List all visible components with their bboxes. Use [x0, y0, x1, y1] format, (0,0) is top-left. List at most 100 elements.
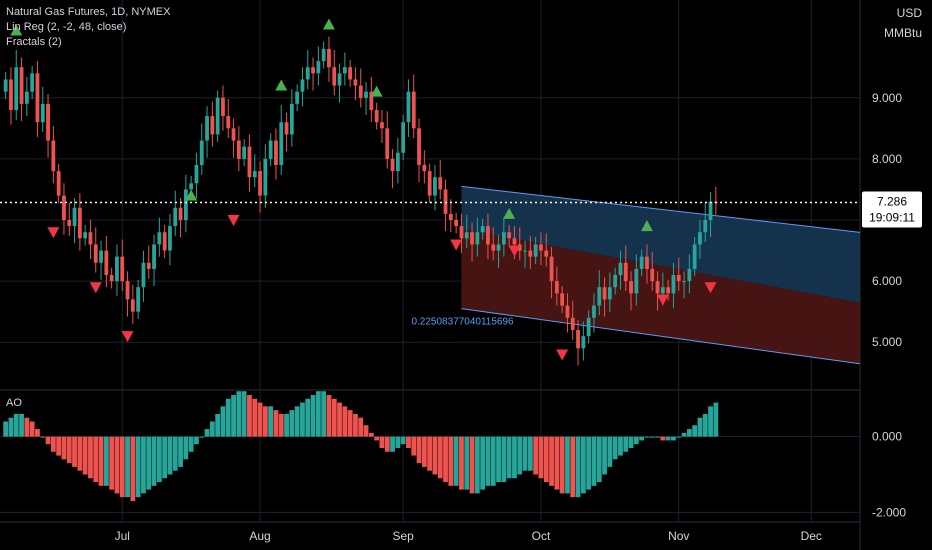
candle-body [205, 116, 209, 141]
ao-bar [315, 391, 321, 437]
fractal-up-marker [185, 189, 198, 201]
ao-bar [575, 436, 581, 498]
candle-body [650, 268, 655, 282]
candle-body [115, 256, 119, 282]
linreg-legend[interactable]: Lin Reg (2, -2, 48, close) [6, 21, 127, 33]
ao-bar [103, 436, 109, 486]
candle-body [618, 262, 623, 275]
fractal-down-marker [227, 215, 240, 226]
candle-body [24, 91, 29, 104]
fractals-legend[interactable]: Fractals (2) [6, 36, 62, 48]
ao-bar [358, 417, 364, 437]
candle-body [210, 116, 215, 135]
candle-body [236, 140, 241, 159]
ao-bar [527, 436, 533, 471]
upper-channel-band [461, 186, 860, 303]
candle-body [369, 91, 374, 110]
ao-bar [331, 398, 337, 437]
time-tick-label: Oct [532, 529, 551, 543]
ao-bar [35, 429, 40, 437]
price-tick-label: 5.000 [872, 335, 902, 349]
fractal-up-marker [322, 18, 335, 30]
candle-body [242, 146, 247, 159]
ao-bar [294, 406, 300, 437]
axes: JulAugSepOctNovDec9.0008.0007.0006.0005.… [115, 91, 922, 543]
candle-body [67, 220, 72, 227]
ao-bar [602, 436, 607, 475]
ao-bar [146, 436, 152, 490]
ao-bar [368, 432, 374, 437]
candle-body [162, 232, 167, 251]
ao-bar [676, 436, 682, 438]
candle-body [99, 250, 103, 263]
candle-body [682, 281, 686, 283]
ao-bar [384, 436, 390, 452]
candle-body [544, 250, 549, 257]
ao-bar [72, 436, 77, 467]
ao-bar [310, 395, 316, 437]
ao-bar [183, 436, 189, 460]
ao-bar [66, 436, 72, 464]
candle-body [676, 275, 681, 282]
ao-bar [353, 413, 358, 437]
fractal-down-marker [656, 294, 669, 306]
ao-bar [586, 436, 592, 490]
ao-bar [591, 436, 597, 486]
ao-bar [379, 436, 385, 448]
candle-body [342, 67, 347, 74]
ao-tick-label: -2.000 [872, 505, 906, 519]
candle-body [443, 189, 448, 214]
ao-bar [702, 413, 708, 437]
ao-bar [543, 436, 549, 483]
ao-legend[interactable]: AO [6, 397, 22, 409]
ao-bar [406, 436, 411, 448]
ao-bar [633, 436, 639, 445]
ao-bar [469, 436, 475, 494]
candle-body [93, 244, 98, 263]
ao-histogram [3, 391, 719, 501]
ao-bar [93, 436, 99, 483]
candle-body [332, 67, 337, 86]
candle-body [40, 103, 45, 123]
candle-body [581, 336, 586, 349]
fractal-down-marker [704, 282, 717, 294]
candle-body [327, 48, 331, 68]
ao-bar [522, 436, 528, 471]
candle-body [247, 146, 252, 178]
ao-bar [660, 436, 666, 441]
candle-body [385, 128, 390, 159]
time-tick-label: Dec [801, 529, 822, 543]
candle-body [35, 73, 40, 123]
ao-bar [686, 429, 692, 437]
candle-body [77, 207, 82, 239]
ao-bar [284, 413, 289, 437]
candle-body [305, 67, 310, 80]
ao-bar [416, 436, 422, 464]
ao-bar [421, 436, 427, 467]
candle-body [19, 67, 24, 104]
candle-body [523, 250, 527, 252]
ao-bar [432, 436, 438, 475]
upper-channel-line [461, 185, 861, 233]
candle-body [592, 305, 596, 318]
ao-bar [395, 436, 401, 448]
candle-body [168, 226, 172, 251]
candle-body [512, 238, 517, 245]
candle-body [438, 177, 443, 190]
price-tick-label: 8.000 [872, 152, 902, 166]
ao-bar [209, 421, 215, 437]
ao-bar [114, 436, 120, 494]
ao-bar [618, 436, 623, 456]
ao-bar [326, 395, 332, 437]
time-tick-label: Nov [668, 529, 689, 543]
ao-bar [681, 432, 687, 437]
candle-body [401, 122, 406, 153]
fractal-down-marker [556, 349, 569, 361]
ao-bar [459, 436, 464, 490]
candle-body [486, 226, 490, 245]
candle-body [146, 262, 151, 269]
candle-body [141, 262, 146, 288]
candle-body [125, 281, 130, 300]
ao-bar [496, 436, 501, 483]
candle-body [130, 299, 135, 312]
